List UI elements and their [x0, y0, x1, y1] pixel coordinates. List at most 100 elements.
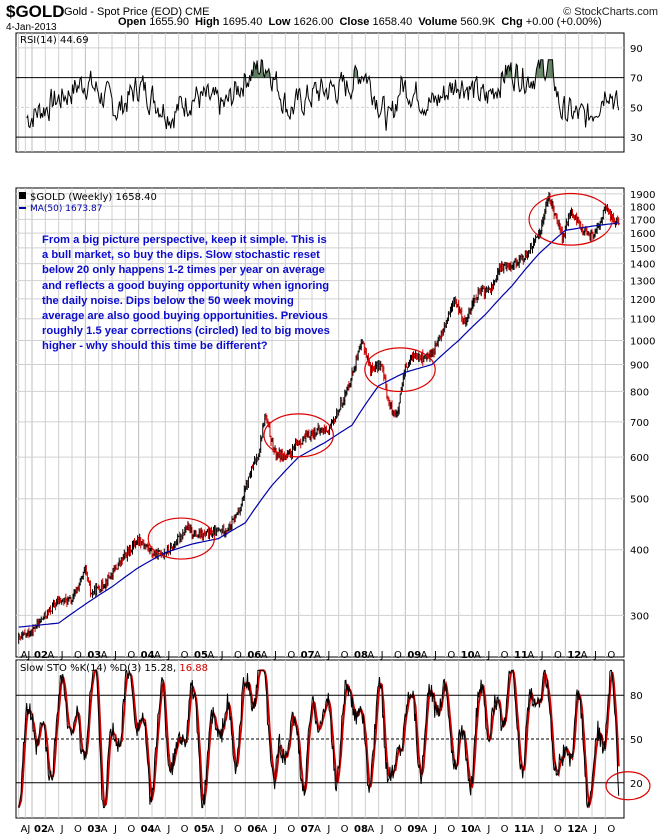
- time-axis-label: O: [181, 824, 189, 835]
- time-axis-label: 09: [407, 650, 421, 661]
- price-tick-label: 500: [630, 495, 649, 506]
- time-axis-label: J: [273, 650, 277, 661]
- time-axis-label: 03: [87, 824, 101, 835]
- time-axis-label: J: [113, 824, 117, 835]
- time-axis-label: J: [220, 824, 224, 835]
- rsi-overbought-fill: [551, 59, 553, 78]
- time-axis-label: O: [554, 824, 562, 835]
- time-axis-label: O: [394, 650, 402, 661]
- time-axis-label: J: [166, 824, 170, 835]
- time-axis-label: O: [501, 824, 509, 835]
- correction-circle: [364, 347, 436, 393]
- time-axis-label: O: [127, 824, 135, 835]
- time-axis-label: O: [74, 824, 82, 835]
- time-axis-label: 06: [247, 650, 261, 661]
- exchange-code: CME: [185, 6, 210, 18]
- time-axis-label: J: [26, 650, 30, 661]
- price-tick-label: 900: [630, 361, 649, 372]
- time-axis-label: A: [581, 650, 588, 661]
- low-label: Low: [268, 16, 291, 28]
- time-axis-label: A: [21, 824, 28, 835]
- time-axis-label: O: [181, 650, 189, 661]
- rsi-overbought-fill: [548, 59, 550, 78]
- rsi-overbought-fill: [541, 59, 543, 78]
- time-axis-label: A: [581, 824, 588, 835]
- price-tick-label: 300: [630, 611, 649, 622]
- time-axis-label: J: [380, 824, 384, 835]
- time-axis-label: 08: [354, 650, 368, 661]
- time-axis-label: A: [101, 824, 108, 835]
- time-axis-label: A: [261, 650, 268, 661]
- correction-circle: [263, 413, 334, 458]
- close-value: 1658.40: [372, 16, 413, 28]
- price-tick-label: 1400: [630, 260, 655, 271]
- time-axis-label: 12: [567, 650, 581, 661]
- time-axis-label: A: [154, 650, 161, 661]
- time-axis-label: 10: [461, 824, 475, 835]
- time-axis-label: O: [394, 824, 402, 835]
- ticker-symbol: $GOLD: [6, 2, 65, 21]
- stochastic-k-line: [18, 669, 620, 809]
- time-axis-label: O: [607, 650, 615, 661]
- price-bars: [18, 191, 621, 644]
- time-axis-label: J: [540, 650, 544, 661]
- time-axis-label: J: [326, 824, 330, 835]
- time-axis-label: O: [501, 650, 509, 661]
- brand-watermark: © StockCharts.com: [563, 6, 658, 18]
- time-axis-label: A: [474, 824, 481, 835]
- stochastic-legend: Slow STO %K(14) %D(3) 15.28, 16.88: [20, 663, 208, 674]
- rsi-overbought-fill: [507, 65, 509, 78]
- time-axis-label: A: [314, 650, 321, 661]
- time-axis-label: J: [593, 824, 597, 835]
- time-axis-label: 04: [141, 650, 155, 661]
- time-axis-label: O: [447, 824, 455, 835]
- price-tick-label: 1600: [630, 229, 655, 240]
- time-axis-label: A: [207, 650, 214, 661]
- rsi-overbought-fill: [549, 59, 551, 78]
- time-axis-label: J: [26, 824, 30, 835]
- rsi-overbought-fill: [550, 59, 552, 78]
- high-label: High: [195, 16, 220, 28]
- chg-value: +0.00 (+0.00%): [525, 16, 602, 28]
- time-axis-label: A: [421, 650, 428, 661]
- time-axis-label: A: [47, 650, 54, 661]
- price-tick-label: 1900: [630, 190, 655, 201]
- time-axis-label: O: [234, 650, 242, 661]
- low-value: 1626.00: [293, 16, 334, 28]
- price-tick-label: 1700: [630, 215, 655, 226]
- time-axis-label: O: [607, 824, 615, 835]
- time-axis-label: J: [540, 824, 544, 835]
- ma-legend: MA(50) 1673.87: [30, 204, 102, 214]
- time-axis-label: A: [527, 650, 534, 661]
- time-axis-label: 02: [34, 650, 48, 661]
- price-tick-label: 1100: [630, 315, 655, 326]
- rsi-tick-label: 70: [630, 74, 643, 85]
- time-axis-label: J: [113, 650, 117, 661]
- time-axis-label: J: [433, 650, 437, 661]
- time-axis-label: J: [166, 650, 170, 661]
- time-axis-label: A: [154, 824, 161, 835]
- time-axis-label: 06: [247, 824, 261, 835]
- time-axis-label: 05: [194, 650, 208, 661]
- time-axis-label: A: [314, 824, 321, 835]
- time-axis-label: A: [367, 824, 374, 835]
- time-axis-label: A: [261, 824, 268, 835]
- correction-circle: [528, 192, 613, 246]
- time-axis-label: A: [101, 650, 108, 661]
- price-tick-label: 1200: [630, 295, 655, 306]
- time-axis-label: J: [60, 650, 64, 661]
- time-axis-label: 07: [301, 650, 315, 661]
- time-axis-label: 11: [514, 824, 528, 835]
- time-axis-label: O: [554, 650, 562, 661]
- price-tick-label: 700: [630, 418, 649, 429]
- time-axis-label: O: [74, 650, 82, 661]
- price-tick-label: 400: [630, 546, 649, 557]
- open-value: 1655.90: [149, 16, 189, 28]
- time-axis-label: J: [60, 824, 64, 835]
- time-axis-label: J: [380, 650, 384, 661]
- time-axis-label: J: [326, 650, 330, 661]
- rsi-tick-label: 90: [630, 44, 643, 55]
- time-axis-label: 05: [194, 824, 208, 835]
- price-legend: $GOLD (Weekly) 1658.40: [30, 192, 157, 203]
